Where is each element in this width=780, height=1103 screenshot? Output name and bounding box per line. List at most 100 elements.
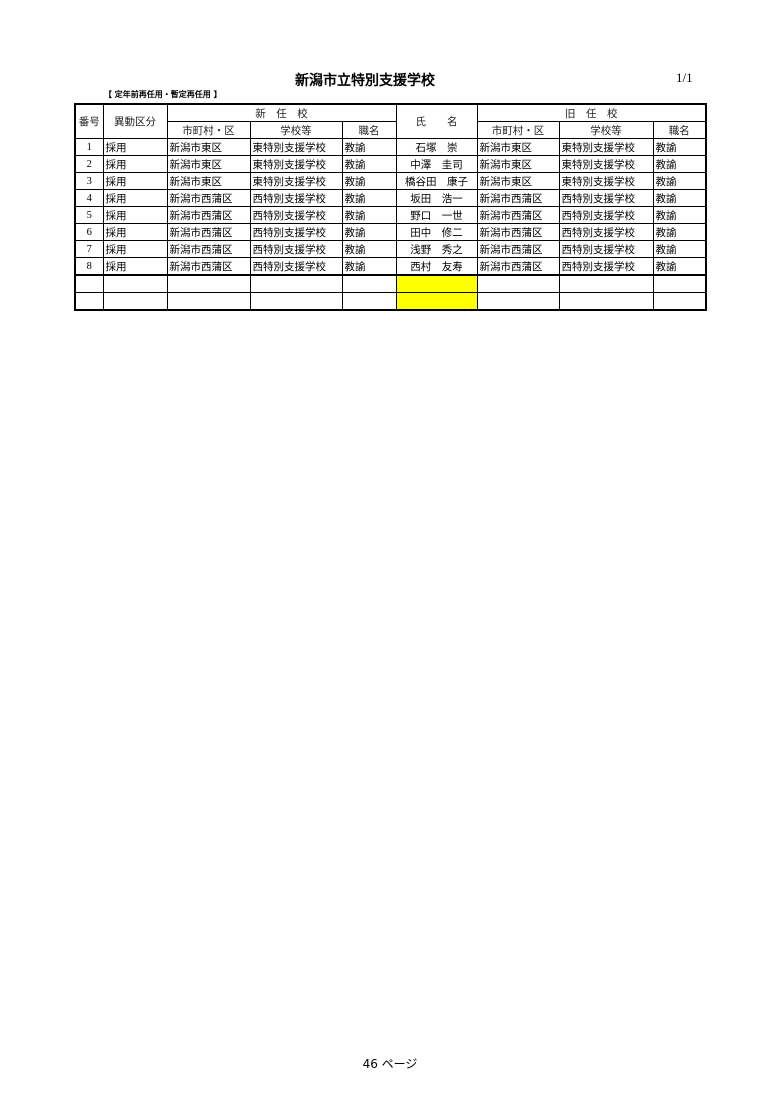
cell-new-school: 西特別支援学校 [249,206,343,224]
cell-no: 5 [74,206,104,224]
cell-new-muni: 新潟市西蒲区 [166,206,251,224]
cell-old-pos: 教諭 [652,172,707,190]
cell-new-school: 西特別支援学校 [249,223,343,241]
cell-old-muni: 新潟市東区 [476,172,560,190]
table-row: 1 採用 新潟市東区 東特別支援学校 教諭 石塚 崇新潟市東区 東特別支援学校 教諭 [74,138,707,156]
table-row: 8 採用 新潟市西蒲区 西特別支援学校 教諭 西村 友寿 新潟市西蒲区 西特別支援学校 教諭 [74,257,707,276]
cell-old-school: 西特別支援学校 [558,189,654,207]
cell-old-pos: 教諭 [652,240,707,258]
empty-cell [476,274,560,293]
empty-cell [74,274,104,293]
cell-type: 採用 [102,138,168,156]
highlighted-empty-cell [395,292,478,311]
cell-new-pos: 教諭 [341,240,397,258]
header-old-municipality: 市町村・区 [476,121,560,139]
empty-row [74,274,707,293]
empty-cell [249,274,343,293]
cell-old-pos: 教諭 [652,138,707,156]
cell-old-pos: 教諭 [652,206,707,224]
cell-new-muni: 新潟市西蒲区 [166,189,251,207]
cell-new-muni: 新潟市西蒲区 [166,223,251,241]
cell-name: 野口 一世 [395,206,478,224]
header-old-school-name: 学校等 [558,121,654,139]
cell-new-school: 西特別支援学校 [249,189,343,207]
cell-old-pos: 教諭 [652,257,707,276]
page-number: 46 ページ [362,1057,418,1071]
cell-new-muni: 新潟市西蒲区 [166,257,251,276]
page-title: 新潟市立特別支援学校 [295,73,435,89]
page-fraction: 1/1 [676,70,693,85]
cell-old-pos: 教諭 [652,155,707,173]
empty-cell [558,274,654,293]
cell-new-pos: 教諭 [341,172,397,190]
cell-no: 6 [74,223,104,241]
cell-name: 中澤 圭司 [395,155,478,173]
empty-row [74,292,707,311]
header-transfer-type: 異動区分 [102,103,168,139]
cell-old-school: 東特別支援学校 [558,138,654,156]
empty-cell [102,274,168,293]
table-row: 6 採用 新潟市西蒲区 西特別支援学校 教諭 田中 修二 新潟市西蒲区 西特別支援学校 教諭 [74,223,707,241]
cell-name: 橋谷田 康子 [395,172,478,190]
cell-old-school: 西特別支援学校 [558,240,654,258]
cell-old-pos: 教諭 [652,223,707,241]
cell-new-pos: 教諭 [341,189,397,207]
cell-new-muni: 新潟市東区 [166,172,251,190]
personnel-table: 番号 異動区分 新 任 校 氏 名 旧 任 校 市町村・区 学校等 職名 市町村… [74,103,707,311]
cell-type: 採用 [102,257,168,276]
header-old-position: 職名 [652,121,707,139]
cell-type: 採用 [102,206,168,224]
header-new-position: 職名 [341,121,397,139]
table-row: 4 採用 新潟市西蒲区 西特別支援学校 教諭 坂田 浩一 新潟市西蒲区 西特別支援学校 教諭 [74,189,707,207]
cell-new-school: 西特別支援学校 [249,257,343,276]
cell-old-school: 西特別支援学校 [558,223,654,241]
cell-name: 石塚 崇 [395,138,478,156]
cell-new-pos: 教諭 [341,206,397,224]
empty-cell [102,292,168,311]
header-name: 氏 名 [395,103,478,139]
table-row: 5 採用 新潟市西蒲区 西特別支援学校 教諭 野口 一世 新潟市西蒲区 西特別支援学校 教諭 [74,206,707,224]
cell-old-muni: 新潟市西蒲区 [476,189,560,207]
empty-cell [476,292,560,311]
cell-name: 西村 友寿 [395,257,478,276]
cell-new-pos: 教諭 [341,223,397,241]
cell-type: 採用 [102,155,168,173]
cell-new-school: 東特別支援学校 [249,138,343,156]
empty-cell [558,292,654,311]
cell-old-muni: 新潟市西蒲区 [476,206,560,224]
cell-type: 採用 [102,240,168,258]
cell-new-muni: 新潟市西蒲区 [166,240,251,258]
cell-name: 坂田 浩一 [395,189,478,207]
header-new-school-name: 学校等 [249,121,343,139]
cell-old-school: 東特別支援学校 [558,172,654,190]
cell-no: 2 [74,155,104,173]
cell-old-muni: 新潟市西蒲区 [476,257,560,276]
header-old-school: 旧 任 校 [476,103,707,122]
table-row: 2 採用 新潟市東区 東特別支援学校 教諭 中澤 圭司 新潟市東区 東特別支援学校 教諭 [74,155,707,173]
cell-old-muni: 新潟市西蒲区 [476,240,560,258]
table-row: 3 採用 新潟市東区 東特別支援学校 教諭 橋谷田 康子 新潟市東区 東特別支援学校 教諭 [74,172,707,190]
cell-no: 7 [74,240,104,258]
cell-new-pos: 教諭 [341,138,397,156]
empty-cell [74,292,104,311]
cell-type: 採用 [102,172,168,190]
empty-cell [166,292,251,311]
empty-cell [341,274,397,293]
cell-old-school: 西特別支援学校 [558,206,654,224]
cell-type: 採用 [102,223,168,241]
header-new-municipality: 市町村・区 [166,121,251,139]
cell-no: 4 [74,189,104,207]
cell-new-school: 西特別支援学校 [249,240,343,258]
header-number: 番号 [74,103,104,139]
empty-cell [249,292,343,311]
cell-name: 田中 修二 [395,223,478,241]
cell-new-school: 東特別支援学校 [249,172,343,190]
header-new-school: 新 任 校 [166,103,397,122]
empty-cell [652,292,707,311]
cell-old-pos: 教諭 [652,189,707,207]
cell-no: 1 [74,138,104,156]
cell-old-school: 西特別支援学校 [558,257,654,276]
cell-new-pos: 教諭 [341,155,397,173]
cell-new-school: 東特別支援学校 [249,155,343,173]
table-row: 7 採用 新潟市西蒲区 西特別支援学校 教諭 浅野 秀之 新潟市西蒲区 西特別支援学校 教諭 [74,240,707,258]
